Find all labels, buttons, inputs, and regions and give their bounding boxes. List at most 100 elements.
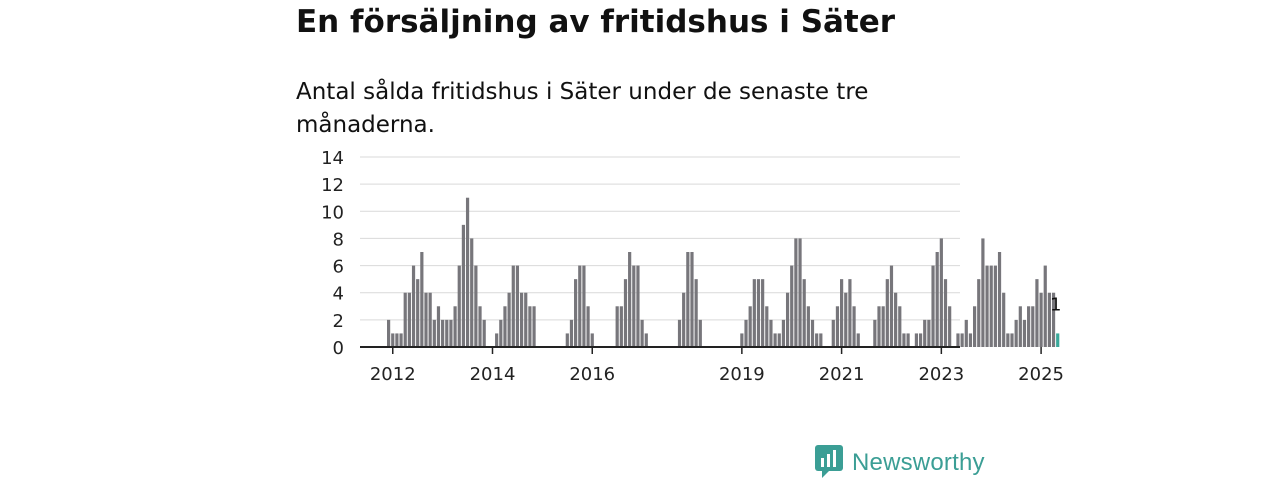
bar [798, 238, 802, 347]
bar [923, 319, 927, 347]
bar [964, 319, 968, 347]
bar [848, 279, 852, 347]
bar [582, 265, 586, 347]
bar [835, 306, 840, 347]
bar [515, 265, 520, 347]
data-label: 1 [1050, 294, 1061, 315]
x-tick-label: 2016 [569, 364, 615, 385]
bar [877, 306, 881, 347]
bar [619, 306, 623, 347]
bar [794, 238, 798, 347]
bar [790, 265, 794, 347]
bar [902, 333, 906, 347]
bar [694, 279, 698, 347]
bar [632, 265, 636, 347]
bar [470, 238, 474, 347]
bar [815, 333, 819, 347]
bar [507, 292, 511, 347]
chart-subtitle: Antal sålda fritidshus i Säter under de … [296, 79, 869, 138]
bar [885, 279, 889, 347]
bar [939, 238, 943, 347]
bar [1010, 333, 1014, 347]
bar [628, 252, 632, 347]
bar [495, 333, 499, 347]
bar [997, 252, 1002, 347]
bar [761, 279, 765, 347]
bar [881, 306, 885, 347]
x-tick-label: 2019 [719, 364, 765, 385]
bar [478, 306, 482, 347]
bar [461, 224, 466, 347]
y-tick-label: 12 [321, 175, 344, 196]
newsworthy-logo-icon [814, 444, 844, 482]
bar [802, 279, 806, 347]
bar [906, 333, 910, 347]
bar [453, 306, 457, 347]
bar [1043, 265, 1047, 347]
bar [993, 265, 997, 347]
bar [424, 292, 428, 347]
bar [432, 319, 436, 347]
bar [644, 333, 648, 347]
bar [499, 319, 503, 347]
bar [519, 292, 524, 347]
bar [914, 333, 919, 347]
brand-logo[interactable]: Newsworthy [814, 444, 985, 482]
bar [1051, 292, 1056, 347]
bar [686, 252, 690, 347]
bar [935, 252, 939, 347]
bar [785, 292, 790, 347]
bar [578, 265, 582, 347]
bar [852, 306, 856, 347]
bar [873, 319, 877, 347]
bar [972, 306, 977, 347]
bar [524, 292, 528, 347]
bar [960, 333, 964, 347]
bar [781, 319, 786, 347]
bar [503, 306, 507, 347]
bar [756, 279, 761, 347]
bar [403, 292, 407, 347]
bar [391, 333, 395, 347]
bar [474, 265, 478, 347]
bar [1022, 319, 1027, 347]
y-tick-label: 6 [333, 257, 344, 278]
bar [927, 319, 931, 347]
bar [918, 333, 923, 347]
x-tick-label: 2021 [819, 364, 865, 385]
bar [1027, 306, 1031, 347]
bar [698, 319, 702, 347]
bar [482, 319, 486, 347]
bar [399, 333, 403, 347]
bar [985, 265, 989, 347]
bar [765, 306, 769, 347]
bar [387, 319, 391, 347]
y-tick-label: 14 [321, 148, 344, 169]
bar [931, 265, 935, 347]
bar [977, 279, 981, 347]
bar [411, 265, 416, 347]
bar [395, 333, 399, 347]
bar [894, 292, 898, 347]
y-tick-label: 8 [333, 229, 344, 250]
bar [677, 319, 682, 347]
bar [565, 333, 569, 347]
bar [640, 319, 644, 347]
bar [574, 279, 578, 347]
bar [441, 319, 445, 347]
bar [569, 319, 574, 347]
bar [777, 333, 781, 347]
bar [436, 306, 441, 347]
bar [752, 279, 756, 347]
bar [636, 265, 640, 347]
bar [445, 319, 449, 347]
bar [810, 319, 815, 347]
bar [1035, 279, 1039, 347]
bar [748, 306, 752, 347]
bar [682, 292, 686, 347]
bar [968, 333, 973, 347]
bar [844, 292, 848, 347]
bar [623, 279, 628, 347]
bar [1056, 333, 1060, 347]
